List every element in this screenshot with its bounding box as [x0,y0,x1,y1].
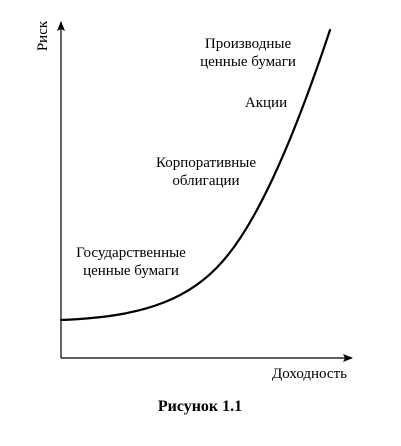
label-derivatives-line1: Производные [205,36,292,52]
label-government-line2: ценные бумаги [83,263,179,279]
label-government-line1: Государственные [76,245,186,261]
figure-caption: Рисунок 1.1 [158,398,242,415]
label-corporate-line2: облигации [172,173,239,189]
risk-return-curve [59,28,332,322]
label-stocks: Акции [245,95,287,111]
label-derivatives-line2: ценные бумаги [200,54,296,70]
label-corporate-line1: Корпоративные [156,155,256,171]
x-axis-label: Доходность [272,366,347,382]
y-axis-label: Риск [35,20,51,51]
